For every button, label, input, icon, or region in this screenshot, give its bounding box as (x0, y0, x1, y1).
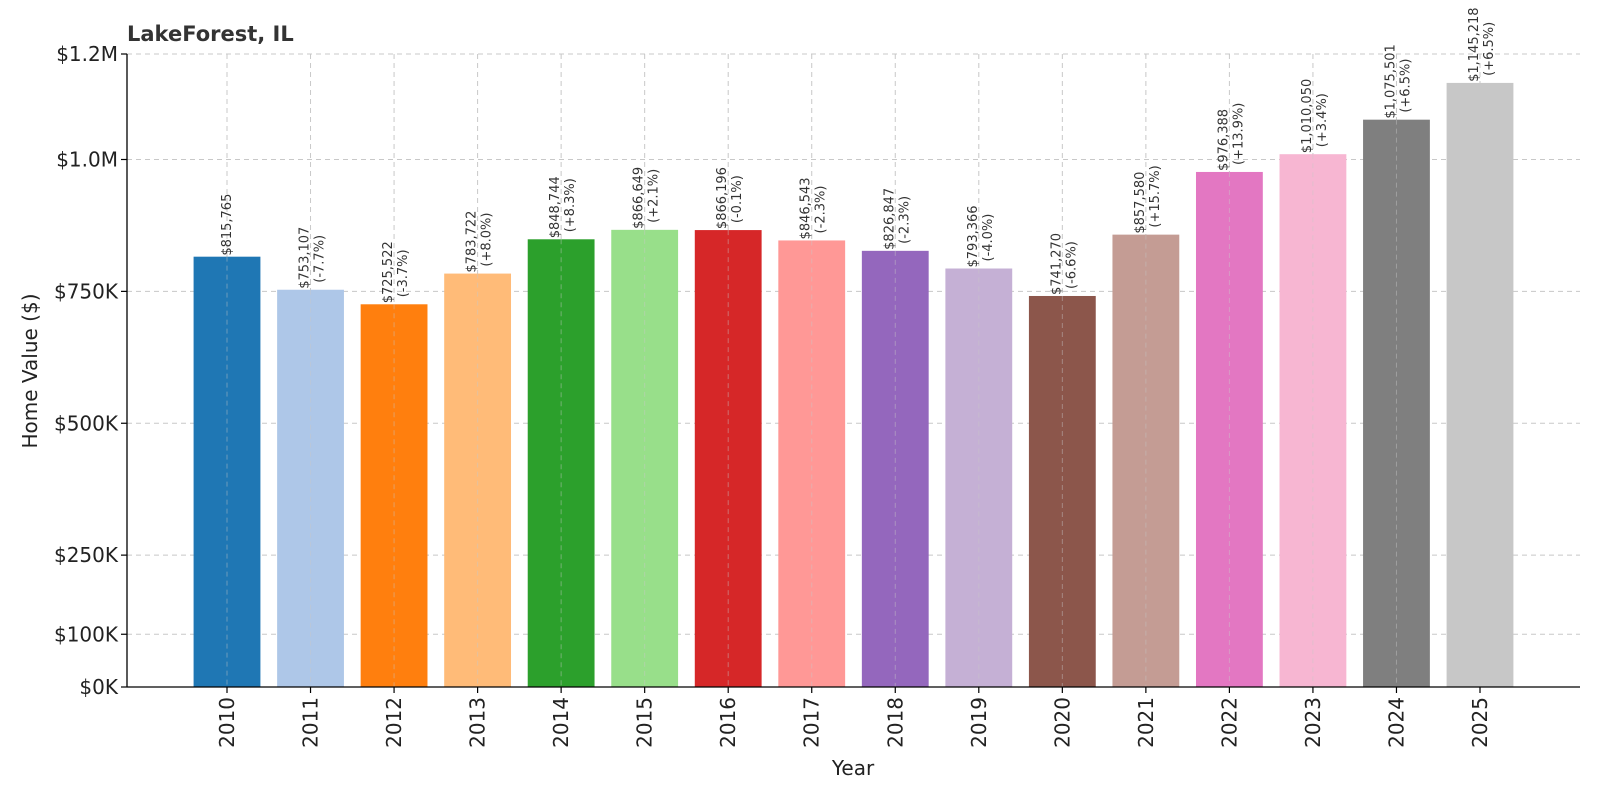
x-tick-label: 2019 (967, 697, 991, 748)
x-tick-label: 2022 (1217, 697, 1241, 748)
value-label: $725,522 (381, 241, 396, 303)
change-label: (+2.1%) (647, 169, 662, 223)
data-label-2020: $741,270 (-6.6%) (1049, 233, 1079, 295)
bar-2020 (1028, 295, 1096, 687)
value-label: $857,580 (1133, 172, 1148, 234)
data-label-2019: $793,366 (-4.0%) (966, 205, 996, 267)
x-tick-label: 2015 (633, 697, 657, 748)
data-label-2022: $976,388 (+13.9%) (1216, 103, 1246, 171)
axes (126, 54, 1580, 688)
data-labels: $815,765$753,107 (-7.7%) $725,522 (-3.7%)$7… (220, 7, 1497, 303)
value-label: $848,744 (548, 176, 563, 238)
bar-2012 (360, 304, 428, 687)
change-label: (+13.9%) (1231, 103, 1246, 165)
data-label-2015: $866,649 (+2.1%) (632, 167, 662, 229)
y-tick-label: $0K (79, 675, 118, 699)
x-tick-label: 2014 (549, 697, 573, 748)
change-label: (+6.5%) (1398, 59, 1413, 113)
value-label: $1,010,050 (1300, 79, 1315, 153)
data-label-2014: $848,744 (+8.3%) (548, 176, 578, 238)
x-tick-label: 2018 (883, 697, 907, 748)
x-ticks: 2010 2011 2012 2013 2014 2015 2016 2017 2018 2019… (215, 687, 1492, 748)
bar-2013 (444, 273, 512, 687)
bar-2014 (527, 239, 595, 687)
y-tick-label: $500K (54, 411, 119, 435)
change-label: (+15.7%) (1148, 165, 1163, 227)
bar-2021 (1112, 234, 1180, 687)
x-tick-label: 2011 (299, 697, 323, 748)
change-label: (+6.5%) (1482, 22, 1497, 76)
bar-2016 (694, 230, 762, 687)
value-label: $1,145,218 (1467, 7, 1482, 81)
data-label-2013: $783,722 (+8.0%) (465, 211, 495, 273)
y-axis-label: Home Value ($) (18, 293, 42, 448)
data-label-2017: $846,543 (-2.3%) (799, 177, 829, 239)
value-label: $846,543 (799, 177, 814, 239)
x-tick-label: 2024 (1384, 697, 1408, 748)
bar-2011 (277, 289, 344, 687)
data-label-2016: $866,196 (-0.1%) (715, 167, 745, 229)
change-label: (+8.3%) (563, 178, 578, 232)
bar-2022 (1195, 171, 1263, 688)
x-tick-label: 2021 (1134, 697, 1158, 748)
change-label: (+3.4%) (1315, 93, 1330, 147)
value-label: $753,107 (298, 227, 313, 289)
x-tick-label: 2010 (215, 697, 239, 748)
value-label: $976,388 (1216, 109, 1231, 171)
data-label-2024: $1,075,501 (+6.5%) (1383, 44, 1413, 118)
bar-2024 (1363, 119, 1430, 688)
value-label: $866,196 (715, 167, 730, 229)
bar-2018 (861, 250, 929, 688)
y-tick-label: $750K (54, 279, 119, 303)
x-tick-label: 2020 (1050, 697, 1074, 748)
data-label-2021: $857,580 (+15.7%) (1133, 165, 1163, 233)
change-label: (-3.7%) (396, 249, 411, 297)
x-tick-label: 2012 (382, 697, 406, 748)
change-label: (-2.3%) (814, 186, 829, 234)
bar-2019 (945, 268, 1013, 687)
data-label-2011: $753,107 (-7.7%) (298, 227, 328, 289)
bar-2017 (778, 240, 846, 688)
y-tick-label: $250K (54, 543, 119, 567)
grid-lines (127, 53, 1580, 687)
x-tick-label: 2017 (800, 697, 824, 748)
change-label: (-7.7%) (313, 235, 328, 283)
x-tick-label: 2025 (1468, 697, 1492, 748)
data-label-2025: $1,145,218 (+6.5%) (1467, 7, 1497, 81)
bar-2023 (1279, 154, 1347, 688)
bar-2010 (193, 256, 261, 687)
y-ticks: $0K $100K $250K $500K $750K $1.0M $1.2M (54, 42, 127, 699)
value-label: $866,649 (632, 167, 647, 229)
value-label: $815,765 (220, 194, 235, 256)
y-tick-label: $100K (54, 622, 119, 646)
x-axis-label: Year (831, 756, 875, 780)
y-tick-label: $1.0M (56, 148, 118, 172)
change-label: (-6.6%) (1064, 241, 1079, 289)
data-label-2010: $815,765 (220, 194, 235, 256)
y-tick-label: $1.2M (56, 42, 118, 66)
value-label: $826,847 (882, 188, 897, 250)
change-label: (+8.0%) (480, 213, 495, 267)
change-label: (-4.0%) (981, 214, 996, 262)
x-tick-label: 2013 (466, 697, 490, 748)
data-label-2012: $725,522 (-3.7%) (381, 241, 411, 303)
bar-2015 (611, 229, 679, 687)
bar-2025 (1446, 82, 1514, 687)
change-label: (-2.3%) (897, 196, 912, 244)
x-tick-label: 2023 (1301, 697, 1325, 748)
change-label: (-0.1%) (730, 175, 745, 223)
value-label: $741,270 (1049, 233, 1064, 295)
bars (193, 82, 1514, 688)
value-label: $793,366 (966, 205, 981, 267)
chart-title: LakeForest, IL (127, 22, 294, 46)
data-label-2023: $1,010,050 (+3.4%) (1300, 79, 1330, 153)
x-tick-label: 2016 (716, 697, 740, 748)
data-label-2018: $826,847 (-2.3%) (882, 188, 912, 250)
value-label: $783,722 (465, 211, 480, 273)
value-label: $1,075,501 (1383, 44, 1398, 118)
